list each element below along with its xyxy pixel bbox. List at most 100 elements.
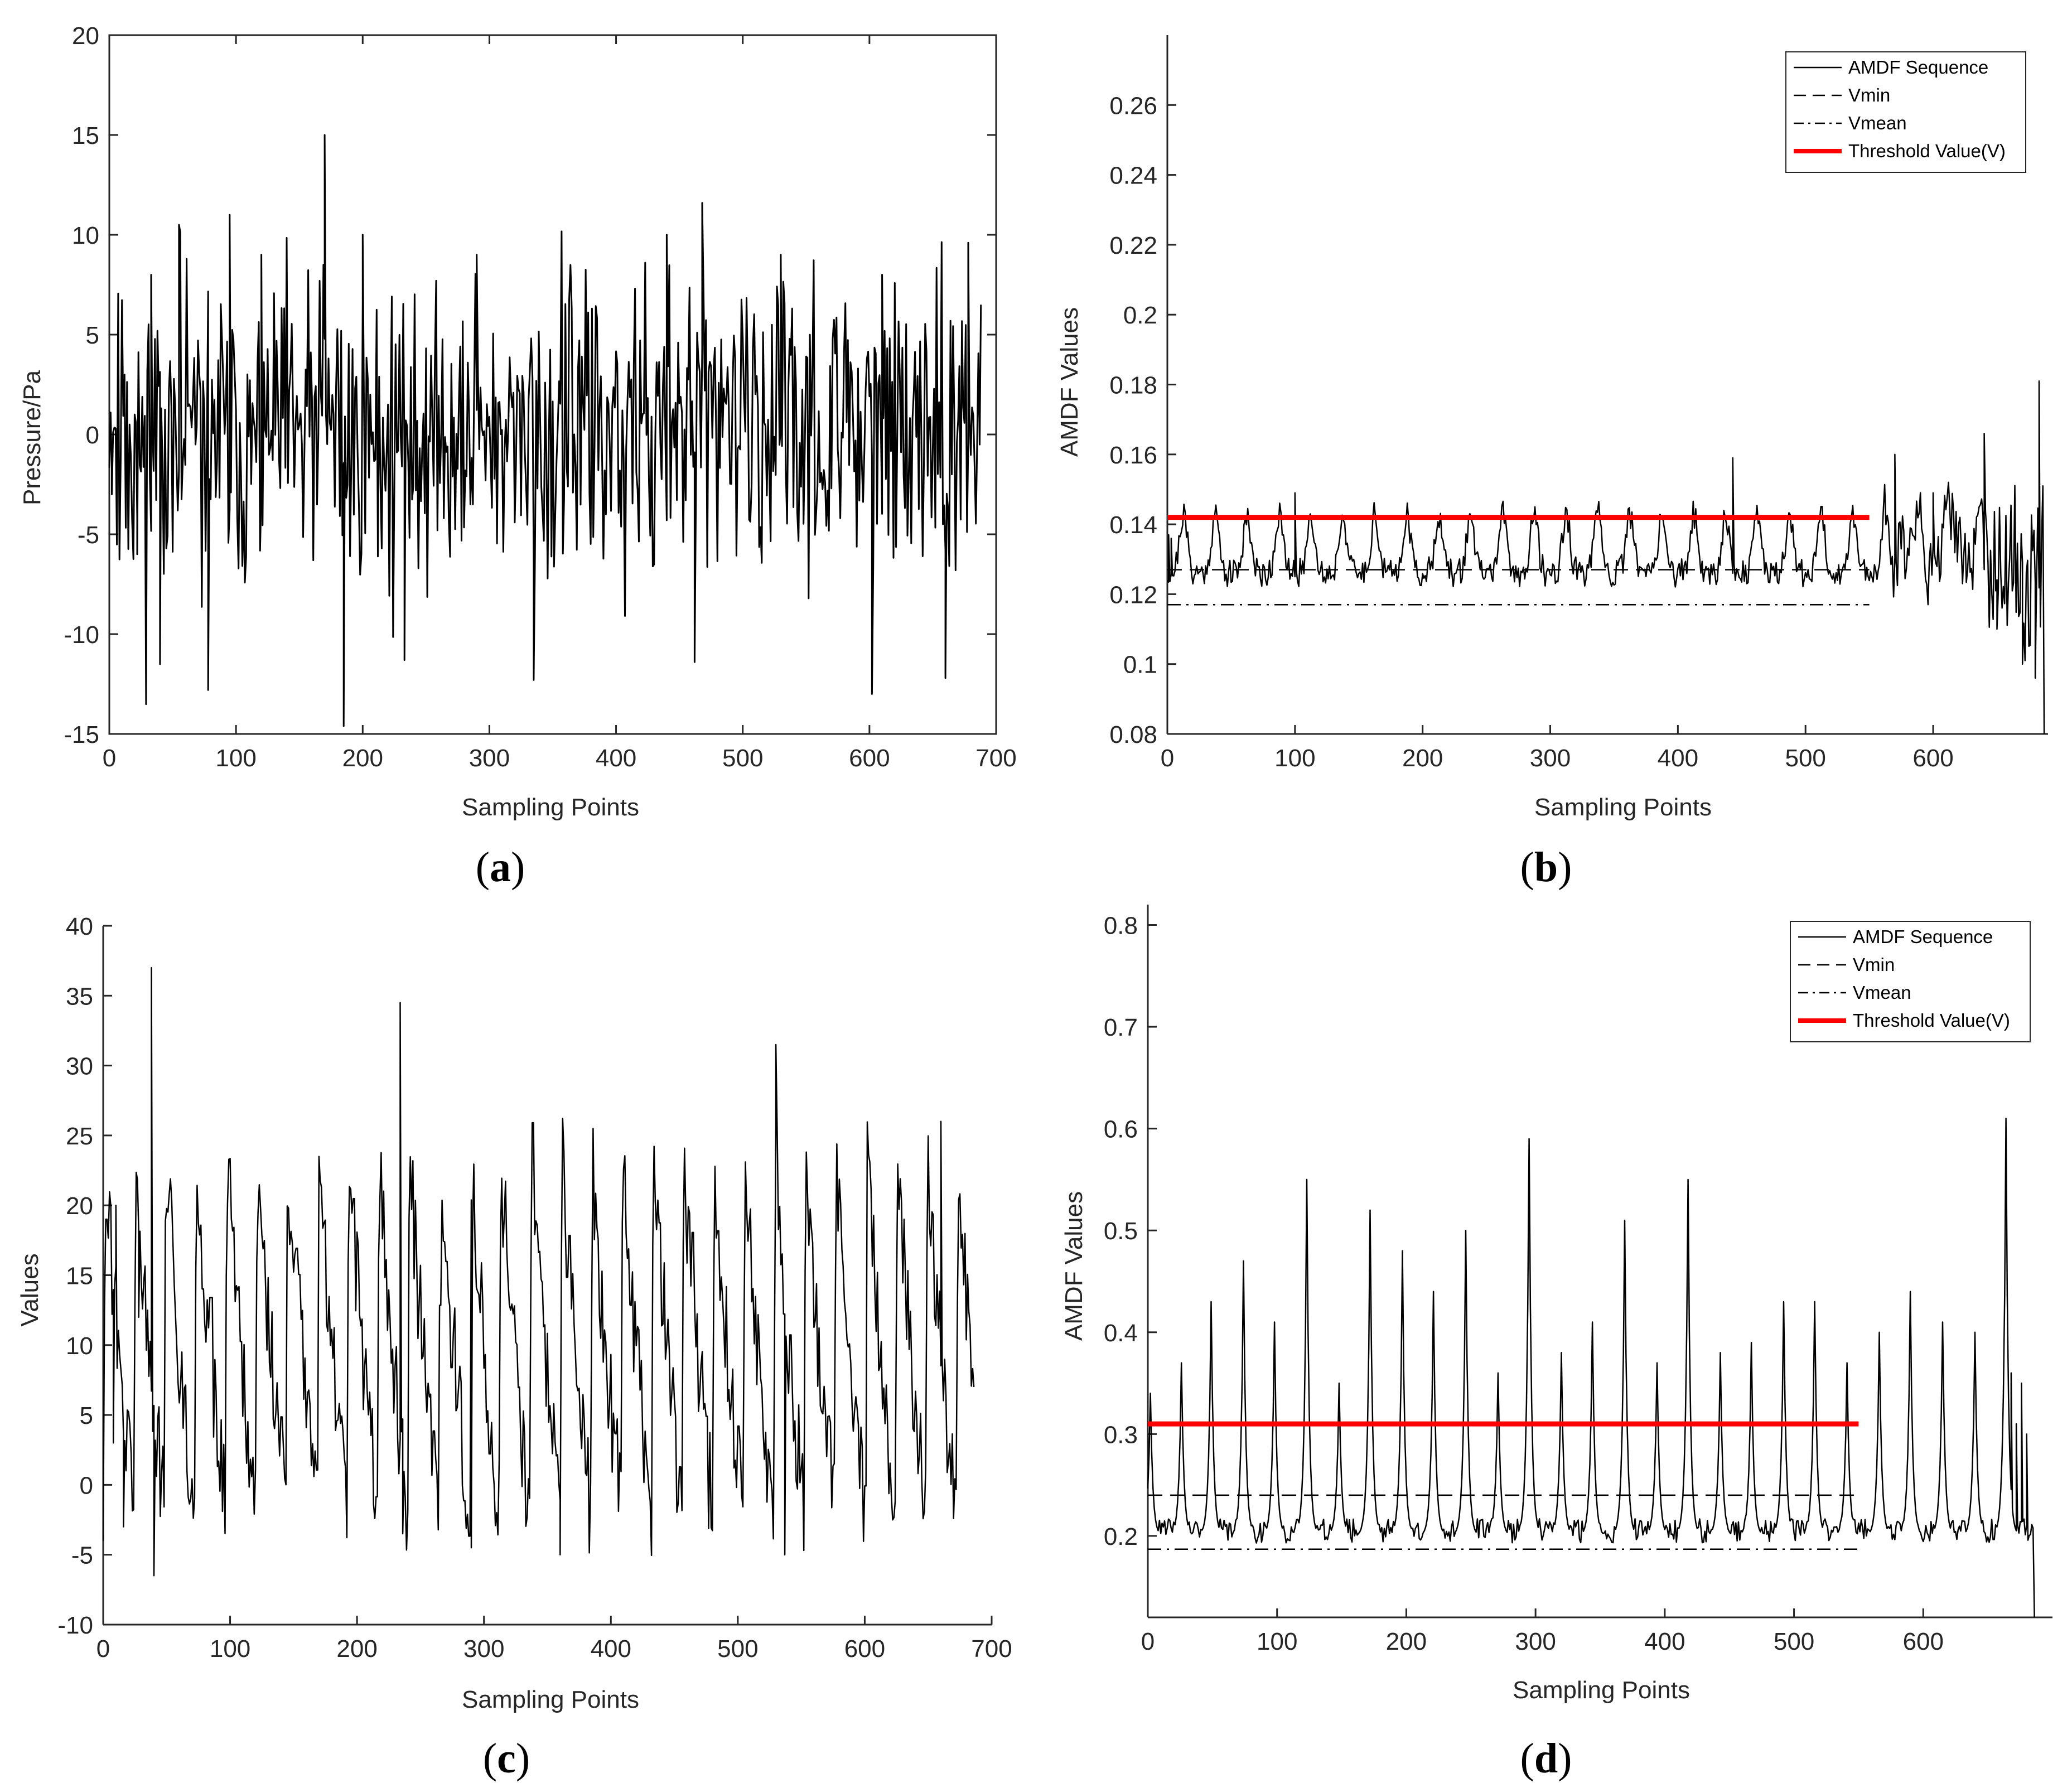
plot-area-d: 0 100 200 300 400 500 600 0.2 0.3 0.4 0.5 0.6 0.7 0.8… xyxy=(1104,905,2052,1655)
y-tick-label-c-6: 20 xyxy=(66,1192,93,1220)
y-tick-label-c-5: 15 xyxy=(66,1263,93,1290)
x-tick-label-b-6: 600 xyxy=(1912,745,1953,772)
x-tick-label-d-0: 0 xyxy=(1141,1628,1155,1655)
x-tick-label-a-4: 400 xyxy=(596,745,636,772)
panel-label-b: (b) xyxy=(1520,844,1572,891)
y-tick-label-b-8: 0.24 xyxy=(1109,162,1157,190)
x-tick-label-a-0: 0 xyxy=(103,745,116,772)
panel-label-c-letter: c xyxy=(497,1735,516,1782)
x-axis-label-d: Sampling Points xyxy=(1513,1676,1690,1704)
x-tick-label-b-5: 500 xyxy=(1785,745,1825,772)
x-tick-label-b-3: 300 xyxy=(1530,745,1571,772)
y-tick-label-b-1: 0.1 xyxy=(1123,651,1157,679)
y-tick-label-c-4: 10 xyxy=(66,1332,93,1360)
x-tick-label-c-2: 200 xyxy=(336,1635,377,1663)
x-tick-label-d-2: 200 xyxy=(1386,1628,1427,1655)
x-tick-label-c-4: 400 xyxy=(591,1635,631,1663)
series-d-amdf-sequence xyxy=(1147,1118,2035,1618)
y-tick-label-d-2: 0.4 xyxy=(1104,1320,1138,1347)
x-tick-label-a-6: 600 xyxy=(849,745,890,772)
x-tick-label-b-1: 100 xyxy=(1274,745,1315,772)
x-tick-label-d-3: 300 xyxy=(1515,1628,1556,1655)
y-tick-label-d-1: 0.3 xyxy=(1104,1421,1138,1448)
y-tick-label-a-2: -5 xyxy=(78,521,99,549)
panel-label-d: (d) xyxy=(1520,1735,1572,1782)
legend-label-d-3: Threshold Value(V) xyxy=(1853,1010,2010,1031)
panel-label-a: (a) xyxy=(476,844,525,891)
x-tick-label-d-1: 100 xyxy=(1257,1628,1297,1655)
y-tick-label-a-0: -15 xyxy=(64,721,99,748)
y-tick-label-a-3: 0 xyxy=(86,422,99,449)
x-tick-label-c-1: 100 xyxy=(210,1635,250,1663)
series-a-pressure xyxy=(108,134,982,727)
y-tick-label-a-5: 10 xyxy=(72,222,99,249)
legend-d: AMDF Sequence Vmin Vmean Threshold Value(V) xyxy=(1790,921,2031,1042)
y-tick-label-c-7: 25 xyxy=(66,1123,93,1150)
legend-label-b-0: AMDF Sequence xyxy=(1848,57,1988,78)
y-tick-label-d-6: 0.8 xyxy=(1104,912,1138,940)
x-axis-label-b: Sampling Points xyxy=(1534,794,1712,821)
legend-label-b-1: Vmin xyxy=(1848,85,1890,105)
series-b-amdf-sequence xyxy=(1167,380,2045,735)
legend-label-d-0: AMDF Sequence xyxy=(1853,926,1993,947)
legend-label-b-2: Vmean xyxy=(1848,113,1907,133)
x-tick-label-b-2: 200 xyxy=(1402,745,1443,772)
x-tick-label-a-5: 500 xyxy=(722,745,763,772)
x-tick-label-c-3: 300 xyxy=(463,1635,504,1663)
y-tick-label-b-0: 0.08 xyxy=(1109,721,1157,748)
chart-panel-d: 0 100 200 300 400 500 600 0.2 0.3 0.4 0.5 0.6 0.7 0.8… xyxy=(1060,905,2052,1782)
y-tick-label-b-4: 0.16 xyxy=(1109,442,1157,469)
y-tick-label-b-2: 0.12 xyxy=(1109,581,1157,608)
series-c-values xyxy=(102,967,975,1577)
legend-label-d-1: Vmin xyxy=(1853,954,1895,975)
x-tick-label-d-5: 500 xyxy=(1774,1628,1814,1655)
y-tick-label-a-1: -10 xyxy=(64,621,99,649)
plot-area-c: 0 100 200 300 400 500 600 700 -10 -5 0 5 10 15 20 25 30 3… xyxy=(57,913,1012,1663)
plot-area-b: 0 100 200 300 400 500 600 0.08 0.1 0.12 0.14 0.16 0.… xyxy=(1109,35,2048,772)
x-tick-label-a-1: 100 xyxy=(215,745,256,772)
x-tick-label-a-3: 300 xyxy=(469,745,510,772)
y-tick-label-a-7: 20 xyxy=(72,22,99,50)
x-tick-label-c-7: 700 xyxy=(971,1635,1012,1663)
y-tick-label-d-3: 0.5 xyxy=(1104,1217,1138,1245)
x-tick-label-d-4: 400 xyxy=(1644,1628,1685,1655)
x-axis-label-c: Sampling Points xyxy=(462,1686,639,1713)
y-tick-label-d-0: 0.2 xyxy=(1104,1523,1138,1550)
y-tick-label-b-3: 0.14 xyxy=(1109,511,1157,539)
panel-label-a-letter: a xyxy=(490,844,511,891)
plot-area-a: 0 100 200 300 400 500 600 700 -15 -10 -5 0 5 10 15 20 xyxy=(64,22,1016,772)
chart-panel-c: 0 100 200 300 400 500 600 700 -10 -5 0 5 10 15 20 25 30 3… xyxy=(16,913,1012,1782)
y-axis-label-b: AMDF Values xyxy=(1056,307,1083,457)
x-tick-label-c-6: 600 xyxy=(844,1635,885,1663)
y-tick-label-b-7: 0.22 xyxy=(1109,232,1157,259)
legend-b: AMDF Sequence Vmin Vmean Threshold Value(V) xyxy=(1785,51,2026,173)
x-tick-label-c-0: 0 xyxy=(96,1635,110,1663)
plot-frame-a xyxy=(108,34,997,735)
y-tick-label-c-1: -5 xyxy=(71,1542,93,1569)
x-axis-label-a: Sampling Points xyxy=(462,794,639,821)
y-tick-label-a-4: 5 xyxy=(86,322,99,349)
y-axis-label-a: Pressure/Pa xyxy=(18,370,46,505)
panel-label-b-letter: b xyxy=(1534,844,1558,891)
y-tick-label-a-6: 15 xyxy=(72,122,99,149)
y-tick-label-c-8: 30 xyxy=(66,1053,93,1080)
y-tick-label-d-5: 0.7 xyxy=(1104,1014,1138,1041)
panel-label-c: (c) xyxy=(483,1735,530,1782)
y-tick-label-d-4: 0.6 xyxy=(1104,1116,1138,1143)
y-tick-label-b-9: 0.26 xyxy=(1109,92,1157,119)
y-tick-label-c-0: -10 xyxy=(57,1612,93,1639)
x-tick-label-d-6: 600 xyxy=(1903,1628,1944,1655)
y-tick-label-c-2: 0 xyxy=(80,1472,93,1499)
legend-label-d-2: Vmean xyxy=(1853,982,1911,1003)
x-tick-label-b-4: 400 xyxy=(1658,745,1698,772)
y-axis-label-d: AMDF Values xyxy=(1060,1191,1088,1341)
y-tick-label-c-10: 40 xyxy=(66,913,93,940)
y-tick-label-b-5: 0.18 xyxy=(1109,372,1157,399)
x-tick-label-a-7: 700 xyxy=(975,745,1016,772)
x-tick-label-c-5: 500 xyxy=(717,1635,758,1663)
panel-label-d-letter: d xyxy=(1534,1735,1558,1782)
x-tick-label-a-2: 200 xyxy=(342,745,383,772)
y-tick-label-c-9: 35 xyxy=(66,983,93,1010)
